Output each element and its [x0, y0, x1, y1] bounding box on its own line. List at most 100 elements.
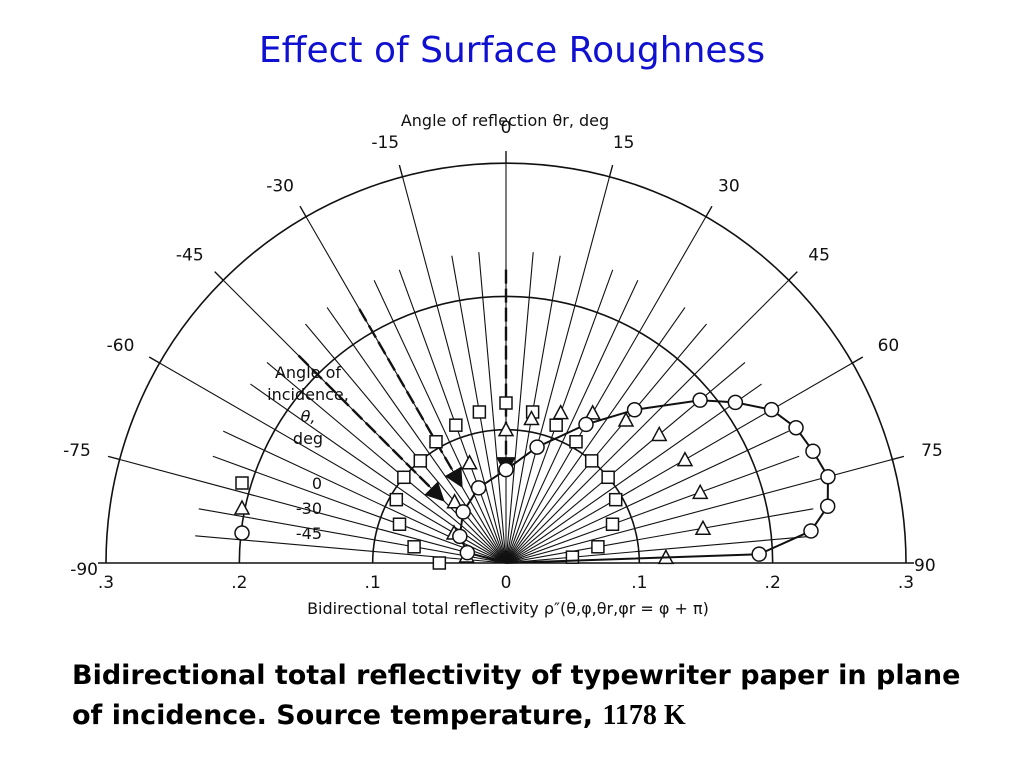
angle-tick-label: 60 — [878, 336, 900, 356]
polar-data — [389, 392, 836, 570]
data-point-triangle — [676, 451, 694, 467]
data-point-circle — [805, 443, 821, 460]
polar-spoke — [505, 176, 611, 564]
angle-tick-label: 15 — [613, 133, 635, 153]
data-point-circle — [763, 401, 780, 418]
data-point-circle — [470, 480, 487, 496]
data-point-triangle — [691, 483, 709, 500]
angle-tick-label: 90 — [914, 556, 936, 576]
data-point-circle — [578, 416, 594, 433]
figure-caption: Bidirectional total reflectivity of type… — [72, 656, 972, 736]
radial-tick-label: .2 — [231, 573, 247, 593]
angle-tick-label: -45 — [176, 246, 204, 266]
polar-spoke — [505, 323, 707, 564]
angle-tick-label: -30 — [266, 176, 294, 196]
polar-spoke — [266, 362, 507, 564]
legend-title-line: θ, — [301, 407, 316, 426]
data-point-square — [591, 540, 605, 554]
data-point-circle — [626, 402, 643, 418]
angle-tick-mark — [788, 271, 798, 281]
angle-tick-mark — [214, 271, 224, 281]
data-point-circle — [498, 461, 514, 478]
polar-labels: Angle of reflection θr, deg Bidirectiona… — [307, 111, 709, 618]
legend: Angle of incidence, θ, deg 0 -30 -45 — [233, 363, 349, 543]
bottom-axis-label: Bidirectional total reflectivity ρ″(θ,φ,… — [307, 599, 709, 618]
polar-spoke — [505, 508, 814, 564]
angle-tick-label: 30 — [718, 176, 740, 196]
angle-tick-label: -15 — [371, 133, 399, 153]
legend-title-line: deg — [293, 429, 323, 448]
radial-tick-label: .1 — [631, 573, 647, 593]
radial-tick-label: .3 — [898, 573, 914, 593]
polar-spoke — [505, 307, 686, 564]
data-point-triangle — [523, 409, 540, 426]
data-point-square — [432, 556, 447, 570]
legend-marker-square — [235, 476, 249, 490]
angle-tick-mark — [398, 164, 404, 177]
top-axis-label: Angle of reflection θr, deg — [401, 111, 609, 130]
data-point-square — [584, 454, 599, 468]
data-point-triangle — [461, 454, 478, 470]
polar-spoke — [305, 323, 507, 564]
data-point-square — [413, 454, 428, 468]
angle-tick-mark — [852, 356, 864, 364]
polar-spoke — [505, 535, 817, 564]
data-point-circle — [819, 498, 836, 515]
data-point-circle — [529, 439, 545, 455]
angle-tick-mark — [148, 356, 160, 364]
polar-spoke — [505, 216, 707, 564]
angle-tick-mark — [705, 205, 713, 217]
data-point-triangle — [694, 519, 712, 536]
data-point-triangle — [617, 411, 635, 427]
radial-tick-label: .1 — [365, 573, 381, 593]
data-point-circle — [455, 504, 471, 520]
incidence-arrow — [297, 354, 446, 503]
data-point-square — [397, 470, 411, 485]
data-point-square — [389, 492, 404, 507]
angle-tick-mark — [608, 164, 614, 177]
radial-tick-label: .3 — [98, 573, 114, 593]
angle-tick-mark — [107, 455, 120, 461]
data-point-circle — [459, 544, 476, 561]
polar-spoke — [195, 535, 507, 564]
radial-tick-label: .2 — [765, 573, 781, 593]
data-point-triangle — [446, 493, 463, 509]
angle-tick-label: -60 — [107, 336, 135, 356]
angle-tick-label: 45 — [808, 246, 830, 266]
data-point-square — [499, 396, 513, 410]
polar-spoke — [398, 269, 507, 564]
data-point-triangle — [650, 425, 668, 442]
legend-title-line: incidence, — [267, 385, 349, 404]
data-point-circle — [751, 546, 767, 562]
caption-temperature: 1178 K — [602, 700, 686, 731]
polar-spoke — [373, 279, 507, 564]
legend-marker-triangle — [233, 499, 251, 515]
legend-title-line: Angle of — [275, 363, 341, 382]
legend-entry-label: -45 — [296, 524, 322, 543]
legend-marker-circle — [234, 525, 250, 541]
angle-tick-mark — [892, 455, 905, 461]
legend-entry-label: 0 — [312, 474, 322, 493]
polar-spoke — [505, 383, 762, 564]
polar-spoke — [326, 307, 507, 564]
polar-spoke — [212, 455, 507, 564]
data-point-circle — [803, 523, 819, 539]
polar-spoke — [505, 279, 639, 564]
data-point-circle — [727, 394, 744, 411]
data-point-square — [605, 517, 620, 531]
data-point-circle — [820, 468, 836, 485]
polar-spoke — [305, 216, 507, 564]
legend-entry-label: -30 — [296, 499, 322, 518]
data-point-triangle — [552, 404, 569, 420]
angle-tick-label: -90 — [70, 560, 98, 580]
angle-tick-label: 0 — [501, 118, 512, 138]
data-point-square — [608, 492, 623, 507]
data-point-square — [449, 418, 463, 432]
data-point-triangle — [497, 421, 515, 437]
data-point-triangle — [584, 404, 601, 420]
polar-spoke — [159, 362, 507, 564]
angle-tick-mark — [299, 205, 307, 217]
polar-spoke — [505, 430, 790, 564]
